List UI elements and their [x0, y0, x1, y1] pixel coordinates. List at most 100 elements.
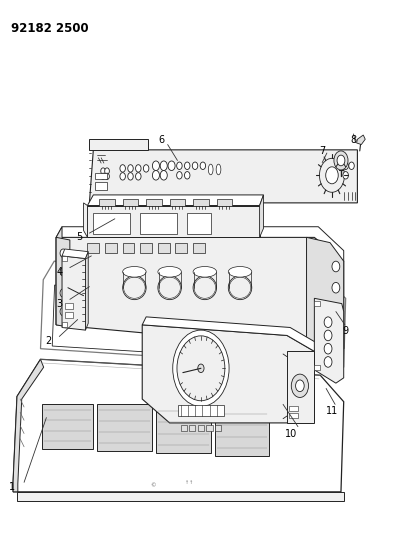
Circle shape — [324, 317, 332, 327]
Text: ©: © — [150, 483, 156, 488]
Ellipse shape — [193, 276, 217, 300]
Circle shape — [60, 308, 66, 316]
Circle shape — [184, 162, 190, 169]
Polygon shape — [56, 227, 62, 325]
Bar — [314, 365, 320, 370]
Circle shape — [343, 172, 348, 179]
Circle shape — [152, 161, 160, 171]
Circle shape — [105, 173, 110, 180]
Circle shape — [192, 162, 198, 169]
Ellipse shape — [228, 266, 252, 277]
Text: 11: 11 — [326, 406, 338, 416]
Circle shape — [101, 173, 106, 180]
Polygon shape — [193, 243, 205, 253]
Bar — [95, 182, 107, 190]
Polygon shape — [193, 199, 209, 206]
Circle shape — [160, 161, 167, 171]
Polygon shape — [17, 492, 344, 501]
Circle shape — [200, 162, 206, 169]
Bar — [289, 413, 297, 418]
Polygon shape — [123, 199, 138, 206]
Polygon shape — [142, 325, 314, 423]
Circle shape — [324, 343, 332, 354]
Text: 8: 8 — [350, 135, 357, 146]
Bar — [140, 214, 177, 233]
Polygon shape — [215, 409, 269, 456]
Polygon shape — [62, 256, 85, 330]
Circle shape — [152, 171, 160, 180]
Ellipse shape — [123, 276, 146, 300]
Circle shape — [101, 168, 106, 174]
Circle shape — [332, 282, 340, 293]
Circle shape — [296, 380, 304, 392]
Bar — [65, 312, 72, 318]
Circle shape — [177, 162, 182, 169]
Polygon shape — [85, 252, 88, 330]
Circle shape — [349, 162, 354, 169]
Polygon shape — [87, 195, 264, 206]
Polygon shape — [89, 150, 357, 203]
Polygon shape — [43, 405, 93, 449]
Polygon shape — [142, 317, 318, 351]
Circle shape — [136, 165, 141, 172]
Polygon shape — [158, 243, 169, 253]
Circle shape — [128, 165, 133, 172]
Text: 3: 3 — [56, 298, 62, 309]
Polygon shape — [56, 237, 70, 327]
Circle shape — [324, 330, 332, 341]
Circle shape — [326, 167, 338, 184]
Circle shape — [60, 268, 66, 276]
Polygon shape — [314, 298, 344, 383]
Circle shape — [332, 261, 340, 272]
Ellipse shape — [123, 266, 146, 277]
Ellipse shape — [158, 276, 181, 300]
Polygon shape — [52, 285, 341, 363]
Polygon shape — [56, 227, 344, 261]
Polygon shape — [260, 195, 264, 237]
Ellipse shape — [194, 277, 216, 298]
Polygon shape — [307, 237, 344, 349]
Bar — [314, 301, 320, 306]
Polygon shape — [217, 199, 232, 206]
Text: 5: 5 — [76, 232, 83, 243]
Polygon shape — [357, 135, 365, 144]
Bar — [93, 214, 130, 233]
Circle shape — [168, 161, 175, 171]
Bar — [206, 424, 213, 431]
Bar — [178, 406, 224, 416]
Polygon shape — [87, 243, 99, 253]
Circle shape — [143, 165, 149, 172]
Circle shape — [324, 357, 332, 367]
Ellipse shape — [216, 164, 221, 175]
Ellipse shape — [159, 277, 180, 298]
Circle shape — [343, 162, 348, 169]
Bar — [180, 424, 187, 431]
Circle shape — [136, 173, 141, 180]
Polygon shape — [105, 243, 117, 253]
Bar — [62, 256, 67, 261]
Bar — [65, 303, 72, 309]
Circle shape — [173, 330, 229, 407]
Polygon shape — [175, 243, 187, 253]
Ellipse shape — [228, 276, 252, 300]
Polygon shape — [146, 199, 162, 206]
Circle shape — [120, 173, 125, 180]
Circle shape — [177, 172, 182, 179]
Circle shape — [105, 168, 110, 174]
Text: 2: 2 — [45, 336, 52, 346]
Polygon shape — [13, 359, 44, 492]
Circle shape — [334, 151, 348, 170]
Ellipse shape — [158, 266, 181, 277]
Polygon shape — [56, 237, 344, 349]
Text: 4: 4 — [56, 267, 62, 277]
Bar — [95, 173, 107, 179]
Ellipse shape — [124, 277, 145, 298]
Polygon shape — [287, 351, 314, 423]
Polygon shape — [87, 206, 260, 237]
Text: 92182 2500: 92182 2500 — [11, 21, 89, 35]
Polygon shape — [84, 203, 87, 237]
Bar — [198, 424, 204, 431]
Circle shape — [332, 325, 340, 335]
Text: 6: 6 — [158, 135, 164, 146]
Circle shape — [120, 165, 125, 172]
